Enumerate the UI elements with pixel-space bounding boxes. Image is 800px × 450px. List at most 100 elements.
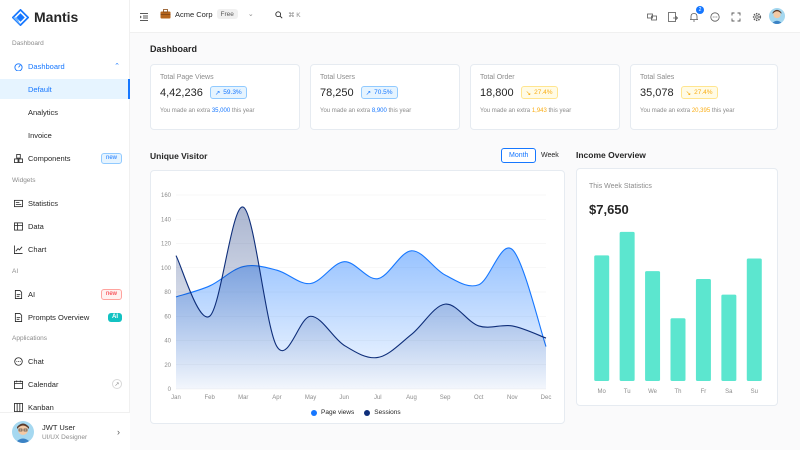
chat-icon — [13, 356, 23, 366]
area-sessions — [176, 206, 546, 389]
stat-card-users: Total Users 78,250 ↗ 70.5% You made an ex… — [310, 64, 460, 130]
dashboard-icon — [13, 61, 23, 71]
briefcase-icon — [160, 9, 171, 19]
notification-bell-icon[interactable]: 2 — [687, 6, 704, 23]
logo[interactable]: Mantis — [12, 8, 78, 26]
chart-legend: Page views Sessions — [311, 409, 401, 416]
bar-su[interactable] — [746, 258, 762, 381]
trend-badge: ↘ 27.4% — [520, 86, 558, 99]
legend-page-views[interactable]: Page views — [321, 409, 355, 416]
y-tick-label: 100 — [161, 266, 172, 272]
trend-badge: ↗ 59.3% — [209, 86, 247, 99]
bar-sa[interactable] — [721, 294, 737, 381]
sidebar-item-kanban[interactable]: Kanban — [0, 397, 130, 417]
sidebar-item-prompts-overview[interactable]: Prompts Overview AI — [0, 307, 130, 327]
sidebar-item-dashboard[interactable]: Dashboard ⌃ — [0, 56, 130, 76]
sidebar-item-statistics[interactable]: Statistics — [0, 193, 130, 213]
bar-tu[interactable] — [619, 231, 635, 381]
sidebar-item-label: Dashboard — [28, 61, 65, 71]
sidebar-item-ai[interactable]: AI new — [0, 284, 130, 304]
header-avatar[interactable] — [769, 8, 785, 24]
income-bar-chart: Mo Tu We Th Fr Sa Su — [594, 231, 762, 395]
sidebar-item-calendar[interactable]: Calendar ↗ — [0, 374, 130, 394]
user-role: UI/UX Designer — [42, 433, 88, 441]
y-tick-label: 160 — [161, 193, 172, 199]
trend-pct: 70.5% — [374, 89, 393, 96]
trend-up-icon: ↗ — [214, 89, 221, 97]
legend-dot-page-views — [311, 409, 317, 416]
sidebar-item-chart[interactable]: Chart — [0, 239, 130, 259]
x-tick-label: Jul — [374, 395, 382, 401]
workspace-name: Acme Corp — [175, 9, 213, 19]
user-name: JWT User — [42, 422, 76, 432]
sidebar-item-components[interactable]: Components new — [0, 148, 130, 168]
chevron-up-icon: ⌃ — [114, 63, 120, 70]
fullscreen-icon[interactable] — [729, 10, 742, 23]
workspace-selector[interactable]: Acme Corp Free ⌄ — [160, 9, 254, 19]
bar-th[interactable] — [670, 318, 686, 381]
sidebar-item-label: Prompts Overview — [28, 312, 90, 322]
search-button[interactable]: ⌘ K — [275, 11, 301, 19]
visitor-title: Unique Visitor — [150, 151, 208, 161]
unique-visitor-card: 0 20 40 60 80 100 120 140 160 Jan Feb Mar Apr May Jun J… — [150, 170, 565, 424]
sidebar-item-label: Default — [28, 84, 52, 94]
income-title: Income Overview — [576, 150, 646, 160]
sidebar-item-label: Kanban — [28, 402, 54, 412]
language-icon[interactable] — [645, 10, 658, 23]
chevron-down-icon: ⌄ — [247, 11, 254, 18]
section-widgets: Widgets — [12, 177, 36, 184]
chevron-right-icon[interactable]: › — [117, 426, 120, 437]
section-ai: AI — [12, 268, 19, 275]
month-toggle[interactable]: Month — [501, 148, 537, 163]
bar-fr[interactable] — [695, 278, 711, 381]
avatar — [12, 420, 34, 443]
sidebar-item-analytics[interactable]: Analytics — [0, 102, 130, 122]
income-value: $7,650 — [589, 202, 629, 217]
trend-badge: ↘ 27.4% — [680, 86, 718, 99]
message-icon[interactable] — [708, 10, 721, 23]
x-tick-label: Aug — [406, 395, 417, 401]
user-profile-card[interactable]: JWT User UI/UX Designer › — [0, 412, 130, 450]
x-tick-label: Tu — [624, 389, 631, 395]
trend-pct: 27.4% — [694, 89, 713, 96]
x-tick-label: Th — [674, 389, 681, 395]
sidebar-item-data[interactable]: Data — [0, 216, 130, 236]
menu-fold-icon[interactable] — [137, 10, 150, 23]
stat-value: 35,078 — [640, 86, 674, 99]
link-icon[interactable]: ↗ — [112, 379, 122, 389]
legend-sessions[interactable]: Sessions — [374, 409, 401, 416]
x-tick-label: Dec — [541, 395, 552, 401]
x-tick-label: Apr — [272, 395, 281, 401]
customize-icon[interactable] — [666, 10, 679, 23]
sidebar-item-invoice[interactable]: Invoice — [0, 125, 130, 145]
sidebar-item-label: Components — [28, 153, 71, 163]
sidebar-item-label: Chart — [28, 244, 47, 254]
sidebar-item-label: Analytics — [28, 107, 59, 117]
stat-footnote: You made an extra 1,943 this year — [480, 108, 572, 114]
stat-value: 18,800 — [480, 86, 514, 99]
section-dashboard: Dashboard — [12, 40, 44, 47]
data-icon — [13, 221, 23, 231]
stat-footnote: You made an extra 8,900 this year — [320, 108, 412, 114]
sidebar-item-label: Invoice — [28, 130, 52, 140]
mantis-logo-icon — [12, 8, 29, 26]
stat-value: 4,42,236 — [160, 86, 203, 99]
sidebar-item-label: AI — [28, 289, 36, 299]
sidebar-item-label: Chat — [28, 356, 44, 366]
bar-we[interactable] — [645, 271, 661, 381]
trend-pct: 27.4% — [534, 89, 553, 96]
week-toggle[interactable]: Week — [541, 152, 559, 159]
x-tick-label: Jan — [171, 395, 181, 401]
settings-gear-icon[interactable] — [750, 10, 763, 23]
sidebar-item-default[interactable]: Default — [0, 79, 130, 99]
bar-mo[interactable] — [594, 255, 610, 381]
line-sessions[interactable] — [175, 206, 547, 359]
stat-footnote: You made an extra 20,395 this year — [640, 108, 735, 114]
sidebar: Mantis Dashboard Dashboard ⌃ Default Ana… — [0, 0, 130, 450]
sidebar-item-chat[interactable]: Chat — [0, 351, 130, 371]
document-icon — [13, 289, 23, 299]
y-tick-label: 0 — [168, 387, 172, 393]
stat-title: Total Users — [320, 74, 356, 81]
sidebar-item-label: Calendar — [28, 379, 59, 389]
y-tick-label: 40 — [164, 339, 171, 345]
